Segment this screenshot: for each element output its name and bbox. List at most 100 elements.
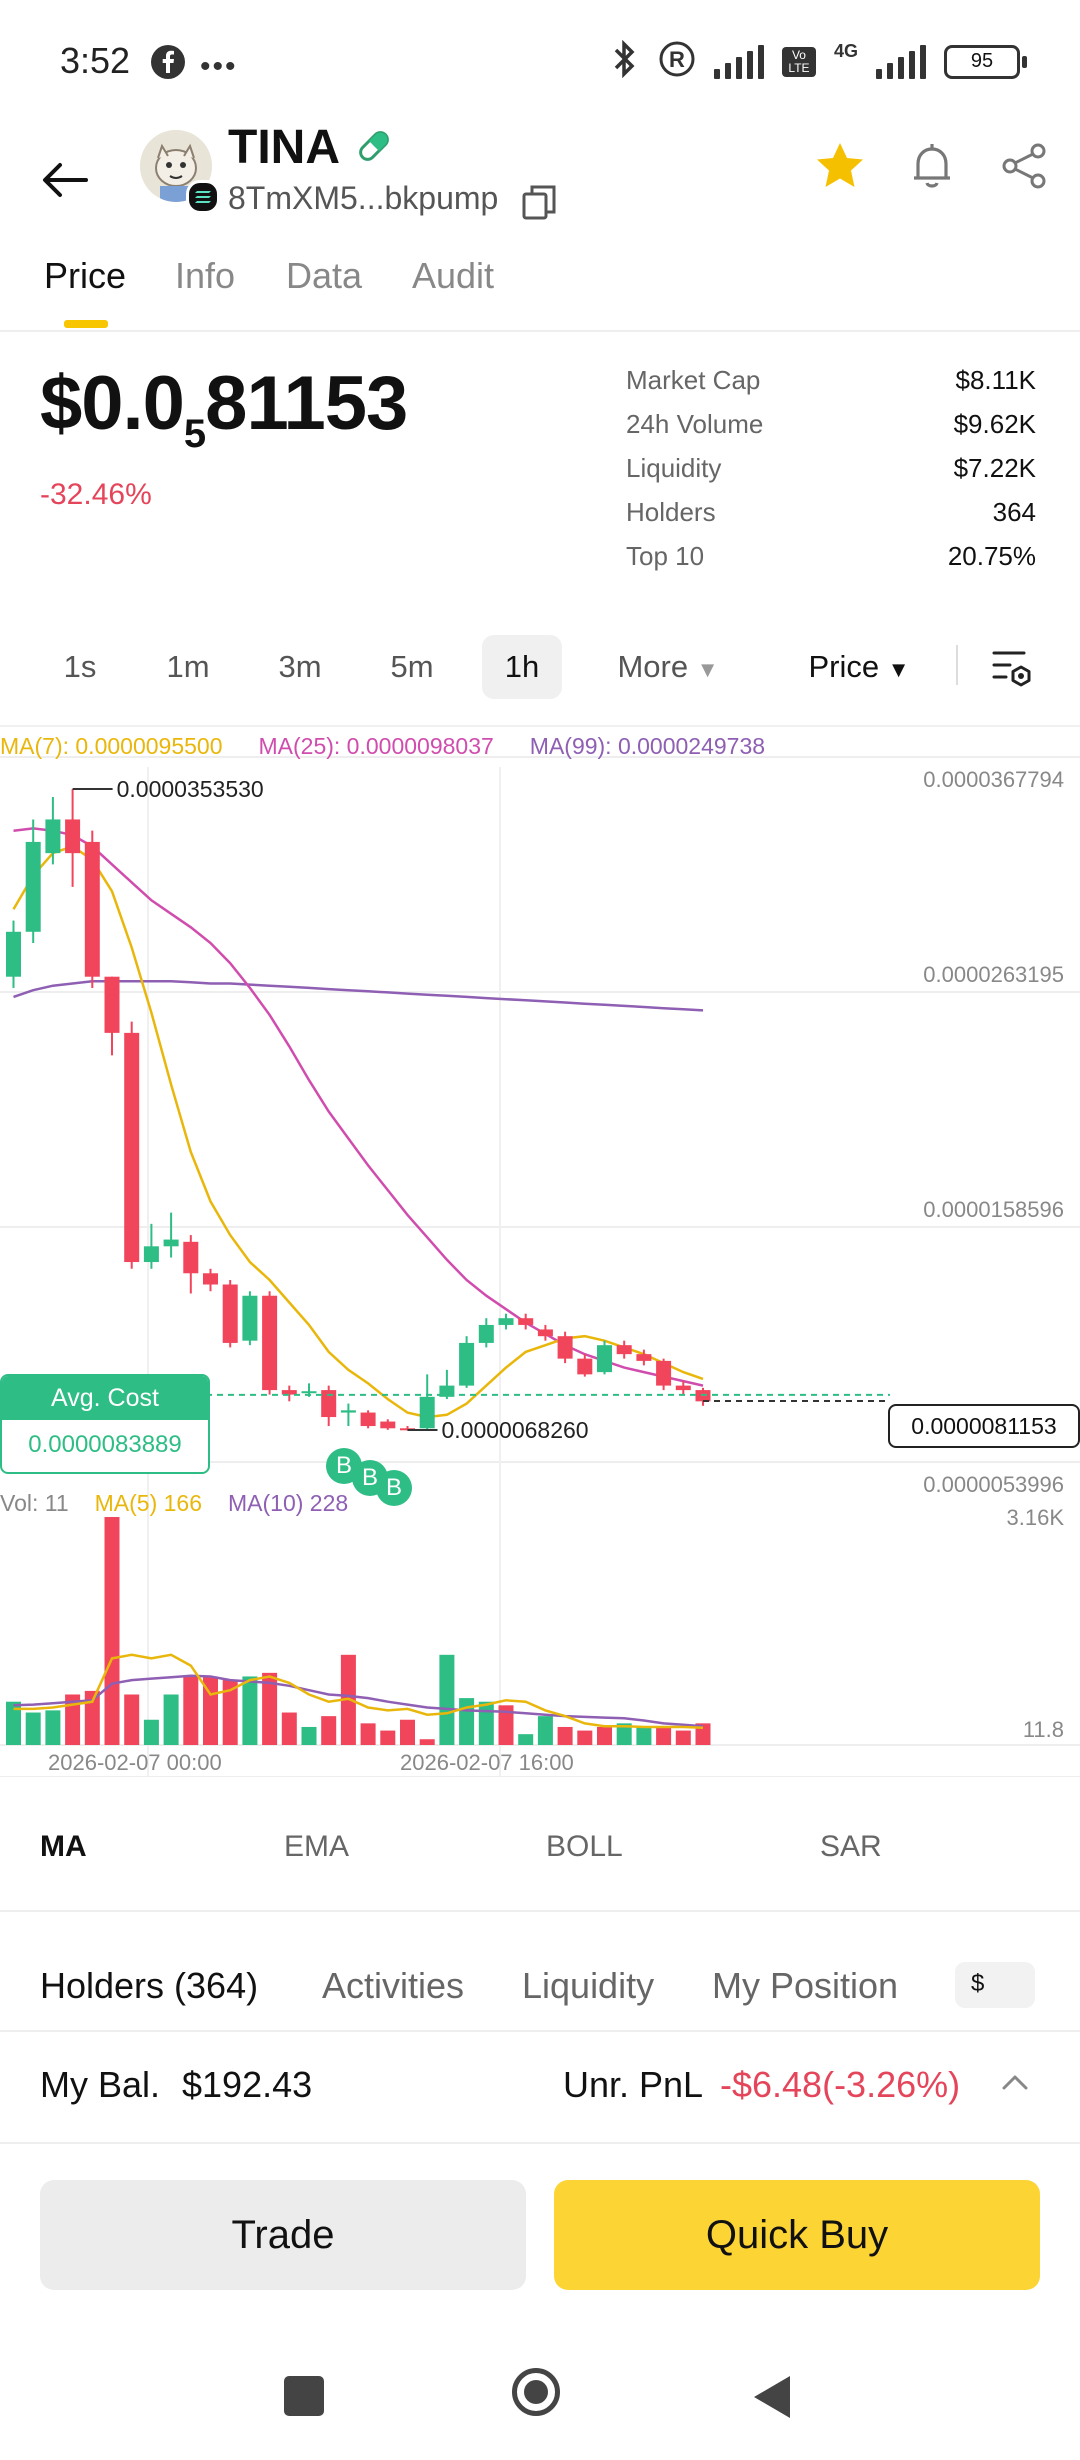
- tab-activities[interactable]: Activities: [322, 1965, 465, 2006]
- avg-cost-value: 0.0000083889: [28, 1431, 182, 1458]
- indicator-ema[interactable]: EMA: [284, 1830, 350, 1863]
- candle-body: [419, 1396, 435, 1429]
- candle-body: [459, 1342, 475, 1386]
- more-label: More: [617, 649, 689, 684]
- volume-bar: [498, 1705, 514, 1745]
- main-tabs: Price Info Data Audit: [0, 250, 1080, 332]
- recents-square-icon[interactable]: [284, 2376, 324, 2416]
- ma25-legend: MA(25): 0.0000098037: [258, 733, 494, 759]
- volume-bar: [459, 1698, 475, 1745]
- price-mode-label: Price: [808, 649, 880, 684]
- interval-1s[interactable]: 1s: [63, 649, 97, 684]
- volume-bar: [577, 1730, 593, 1745]
- volume-bar: [400, 1719, 415, 1745]
- candle-body: [478, 1324, 494, 1343]
- token-avatar: [140, 130, 212, 202]
- ma-legend: MA(7): 0.0000095500 MA(25): 0.0000098037…: [0, 733, 765, 760]
- candle-body: [104, 976, 120, 1033]
- volume-bar: [419, 1739, 435, 1745]
- candle-body: [577, 1358, 593, 1375]
- low-price-label: 0.0000068260: [442, 1417, 589, 1443]
- volume-bar: [84, 1690, 100, 1745]
- tab-my-position[interactable]: My Position: [712, 1965, 899, 2006]
- vma10-legend: MA(10) 228: [228, 1490, 349, 1516]
- candle-body: [222, 1284, 238, 1343]
- volume-bar: [104, 1517, 120, 1745]
- pill-tag-icon: [354, 126, 394, 171]
- price-prefix: $0.0: [40, 361, 185, 446]
- candle-body: [380, 1421, 396, 1429]
- candle-body: [656, 1360, 672, 1386]
- tab-liquidity[interactable]: Liquidity: [522, 1965, 655, 2006]
- currency-toggle[interactable]: $: [955, 1962, 1035, 2008]
- volume-bar: [25, 1712, 41, 1745]
- back-triangle-icon[interactable]: [752, 2374, 792, 2425]
- interval-more-dropdown[interactable]: More ▼: [598, 635, 738, 699]
- trade-button[interactable]: Trade: [40, 2180, 526, 2290]
- indicator-sar[interactable]: SAR: [820, 1830, 882, 1863]
- stat-value: 20.75%: [947, 541, 1036, 571]
- favorite-star-button[interactable]: [814, 140, 866, 197]
- token-header: TINA 8TmXM5...bkpump: [0, 120, 1080, 240]
- current-price-label: 0.0000081153: [888, 1404, 1080, 1448]
- chart-canvas: 0.0000367794 0.0000263195 0.0000158596 0.00…: [0, 756, 1080, 1778]
- candle-body: [84, 841, 100, 977]
- price-chart[interactable]: 0.0000367794 0.0000263195 0.0000158596 0.00…: [0, 725, 1080, 1778]
- tab-info[interactable]: Info: [175, 255, 236, 296]
- candle-body: [183, 1241, 199, 1274]
- ma7-legend: MA(7): 0.0000095500: [0, 733, 223, 759]
- stat-value: $9.62K: [953, 409, 1036, 439]
- candle-body: [518, 1318, 534, 1325]
- volume-legend: Vol: 11 MA(5) 166 MA(10) 228: [0, 1490, 348, 1517]
- volume-bar: [518, 1734, 534, 1745]
- vol-legend: Vol: 11: [0, 1490, 69, 1516]
- star-icon: [817, 143, 863, 187]
- chart-settings-button[interactable]: [990, 645, 1036, 694]
- copy-address-button[interactable]: [520, 182, 558, 227]
- stat-label: Liquidity: [626, 453, 722, 483]
- stat-value: $7.22K: [953, 453, 1036, 483]
- balance-label: My Bal.: [40, 2064, 161, 2105]
- indicator-ma[interactable]: MA: [40, 1830, 87, 1863]
- interval-5m[interactable]: 5m: [390, 649, 434, 684]
- buy-marker[interactable]: B: [376, 1470, 412, 1506]
- battery-icon: 95: [944, 44, 1027, 79]
- interval-1m[interactable]: 1m: [166, 649, 210, 684]
- indicator-boll[interactable]: BOLL: [546, 1830, 623, 1863]
- tab-holders[interactable]: Holders (364): [40, 1965, 259, 2006]
- price-alert-button[interactable]: [906, 140, 958, 197]
- interval-selector: 1s 1m 3m 5m 1h More ▼ Price ▼: [0, 635, 1080, 705]
- candle-body: [340, 1410, 356, 1413]
- ma99-line: [13, 979, 704, 1012]
- volume-axis-label: 11.8: [1023, 1717, 1064, 1742]
- interval-1h[interactable]: 1h: [482, 635, 562, 699]
- balance-row[interactable]: My Bal. $192.43 Unr. PnL -$6.48(-3.26%): [0, 2030, 1080, 2144]
- dropdown-caret-icon: ▼: [696, 657, 719, 682]
- share-button[interactable]: [998, 140, 1050, 197]
- candle-body: [321, 1390, 337, 1418]
- home-circle-icon[interactable]: [512, 2368, 560, 2416]
- network-type: 4G: [833, 41, 858, 61]
- stat-value: $8.11K: [955, 365, 1036, 395]
- back-button[interactable]: [30, 145, 100, 215]
- volume-bar: [65, 1694, 81, 1745]
- quick-buy-button[interactable]: Quick Buy: [554, 2180, 1040, 2290]
- tab-audit[interactable]: Audit: [412, 255, 495, 296]
- interval-3m[interactable]: 3m: [278, 649, 322, 684]
- volume-bar: [380, 1730, 396, 1745]
- volume-bar: [143, 1719, 159, 1745]
- android-navigation-bar: [0, 2340, 1080, 2460]
- high-price-label: 0.0000353530: [117, 776, 264, 802]
- signal-icon-2: [876, 44, 926, 79]
- action-buttons: Trade Quick Buy: [0, 2180, 1080, 2290]
- more-notifications-icon: •••: [200, 50, 238, 83]
- stat-label: 24h Volume: [626, 409, 764, 439]
- tab-price[interactable]: Price: [44, 255, 127, 296]
- chevron-up-icon[interactable]: [1000, 2068, 1030, 2103]
- tab-data[interactable]: Data: [286, 255, 363, 296]
- volume-bar: [360, 1723, 376, 1745]
- stat-market-cap: Market Cap $8.11K: [626, 365, 1036, 409]
- price-mode-dropdown[interactable]: Price ▼: [794, 635, 924, 699]
- divider: [956, 645, 958, 685]
- volume-bar: [163, 1694, 179, 1745]
